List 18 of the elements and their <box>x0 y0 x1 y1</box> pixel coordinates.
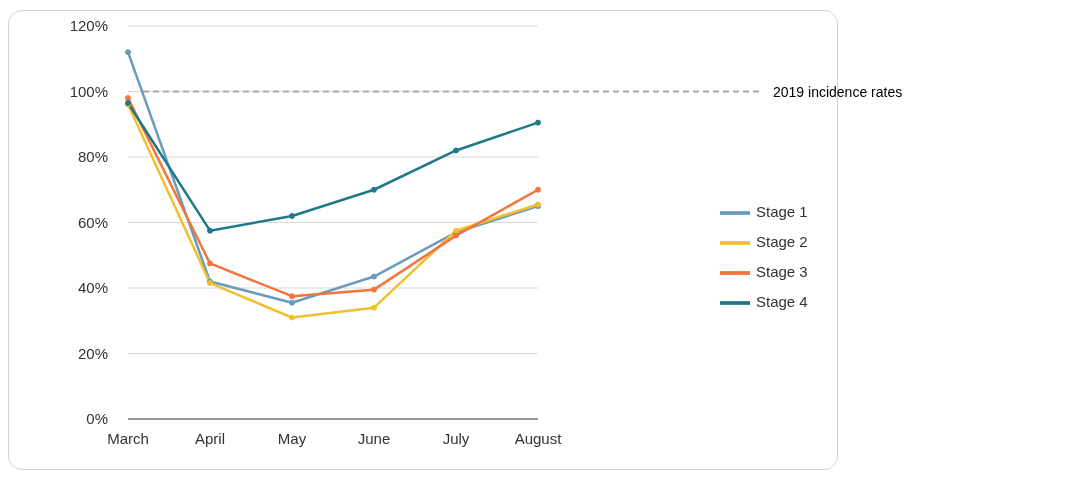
legend-label: Stage 1 <box>756 203 808 221</box>
y-tick-label: 80% <box>77 148 108 166</box>
y-tick-label: 100% <box>69 82 108 100</box>
x-tick-label: August <box>514 429 563 447</box>
y-tick-label: 120% <box>69 17 108 35</box>
x-tick-label: July <box>442 429 470 447</box>
y-tick-label: 20% <box>77 344 108 362</box>
ref-line-label: 2019 incidence rates <box>773 83 903 100</box>
y-tick-label: 60% <box>77 213 108 231</box>
y-tick-label: 0% <box>86 410 108 428</box>
x-tick-label: May <box>277 429 307 447</box>
x-tick-label: April <box>194 429 226 447</box>
x-tick-label: March <box>107 429 149 447</box>
legend-label: Stage 3 <box>756 263 808 281</box>
y-tick-label: 40% <box>77 279 108 297</box>
x-tick-label: June <box>357 429 391 447</box>
legend-label: Stage 4 <box>756 293 808 311</box>
legend-label: Stage 2 <box>756 233 808 251</box>
